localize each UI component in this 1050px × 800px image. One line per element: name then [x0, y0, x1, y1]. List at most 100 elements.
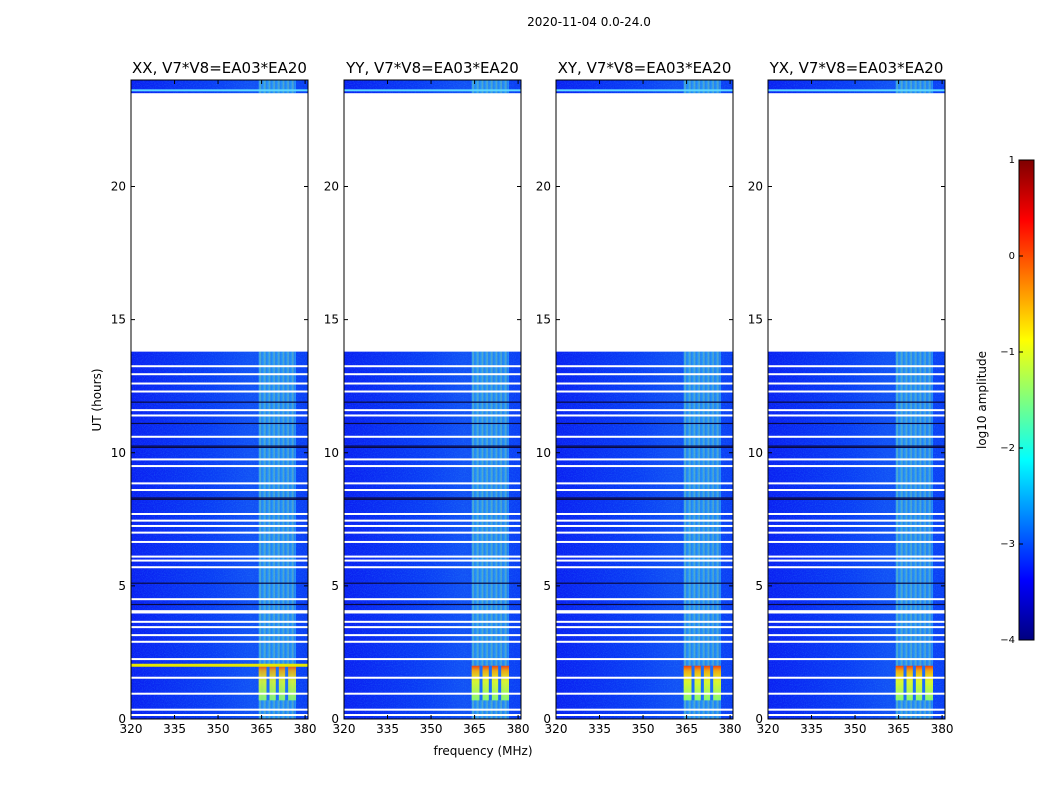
panel-title: YX, V7*V8=EA03*EA20 — [769, 59, 944, 77]
y-axis-label: UT (hours) — [90, 368, 104, 431]
y-tick-label: 0 — [543, 712, 551, 726]
flag-row — [131, 626, 308, 629]
flag-row — [556, 708, 733, 711]
plot-frame — [555, 79, 734, 720]
panel-title: XX, V7*V8=EA03*EA20 — [132, 59, 307, 77]
burst-gap — [285, 665, 289, 701]
colorbar-scale — [1018, 159, 1035, 641]
panel-1: 320 335 350 365 380 0 5 10 15 20 XX, V7*V8=EA03*EA… — [111, 59, 317, 736]
flag-row — [768, 489, 945, 492]
flag-row — [556, 482, 733, 485]
flag-row — [768, 598, 945, 601]
y-tick-label: 20 — [324, 180, 339, 194]
flag-row — [344, 634, 521, 637]
dark-row — [131, 445, 308, 447]
panel-4: 320 335 350 365 380 0 5 10 15 20 YX, V7*V8=EA03*EA… — [748, 59, 954, 736]
flag-row — [131, 524, 308, 527]
flag-row — [344, 708, 521, 711]
y-tick-label: 15 — [748, 313, 763, 327]
colorbar-tick-label: 0 — [1009, 251, 1015, 262]
dark-row — [556, 603, 733, 606]
flag-row — [768, 540, 945, 543]
dark-row — [768, 446, 945, 449]
x-axis-label: frequency (MHz) — [433, 744, 532, 758]
rfi-band — [471, 80, 509, 94]
flag-row — [556, 610, 733, 613]
flag-row — [131, 519, 308, 522]
x-tick-label: 365 — [463, 722, 486, 736]
flag-row — [131, 465, 308, 468]
top-edge-line — [344, 89, 521, 92]
flag-row — [131, 382, 308, 385]
flag-row — [344, 620, 521, 623]
colorbar-tick-label: 1 — [1009, 155, 1015, 166]
flag-row — [344, 409, 521, 412]
y-tick-label: 5 — [543, 579, 551, 593]
flag-row — [556, 390, 733, 393]
flag-row — [344, 512, 521, 515]
flag-row — [131, 676, 308, 679]
y-tick-label: 10 — [748, 446, 763, 460]
top-edge-line — [131, 89, 308, 92]
flag-row — [556, 626, 733, 629]
data-gap — [768, 93, 945, 352]
plot-frame — [767, 79, 946, 720]
flag-row — [768, 610, 945, 613]
flag-row — [344, 566, 521, 569]
flag-row — [344, 610, 521, 613]
flag-row — [344, 714, 521, 717]
rfi-band — [683, 351, 721, 719]
flag-row — [131, 566, 308, 569]
flag-row — [768, 365, 945, 368]
flag-row — [768, 390, 945, 393]
y-tick-label: 0 — [331, 712, 339, 726]
flag-row — [768, 519, 945, 522]
flag-row — [131, 620, 308, 623]
dark-row — [768, 445, 945, 447]
flag-row — [344, 373, 521, 376]
flag-row — [131, 555, 308, 558]
flag-row — [344, 524, 521, 527]
y-tick-label: 5 — [331, 579, 339, 593]
x-tick-label: 320 — [545, 722, 568, 736]
x-tick-label: 335 — [800, 722, 823, 736]
flag-row — [344, 390, 521, 393]
burst-gap — [710, 665, 714, 701]
y-tick-label: 20 — [111, 180, 126, 194]
dark-row — [556, 582, 733, 584]
flag-row — [131, 634, 308, 637]
panel-image — [768, 80, 945, 719]
flag-row — [556, 531, 733, 534]
dark-row — [556, 445, 733, 447]
flag-row — [131, 390, 308, 393]
flag-row — [131, 640, 308, 643]
y-tick-label: 20 — [536, 180, 551, 194]
x-tick-label: 380 — [294, 722, 317, 736]
flag-row — [556, 435, 733, 438]
flag-row — [556, 611, 733, 614]
flag-row — [556, 676, 733, 679]
dark-row — [131, 422, 308, 425]
flag-row — [556, 458, 733, 461]
y-tick-label: 5 — [118, 579, 126, 593]
data-gap — [131, 93, 308, 352]
flag-row — [344, 598, 521, 601]
flag-row — [556, 566, 733, 569]
flag-row — [131, 658, 308, 661]
x-tick-label: 350 — [844, 722, 867, 736]
y-tick-label: 15 — [324, 313, 339, 327]
x-tick-label: 335 — [588, 722, 611, 736]
dark-row — [131, 582, 308, 584]
flag-row — [131, 559, 308, 562]
flag-row — [556, 465, 733, 468]
flag-row — [556, 365, 733, 368]
flag-row — [768, 676, 945, 679]
flag-row — [344, 489, 521, 492]
flag-row — [556, 692, 733, 695]
flag-row — [344, 540, 521, 543]
flag-row — [344, 676, 521, 679]
flag-row — [768, 482, 945, 485]
flag-row — [768, 409, 945, 412]
burst-gap — [266, 665, 270, 701]
flag-row — [556, 519, 733, 522]
